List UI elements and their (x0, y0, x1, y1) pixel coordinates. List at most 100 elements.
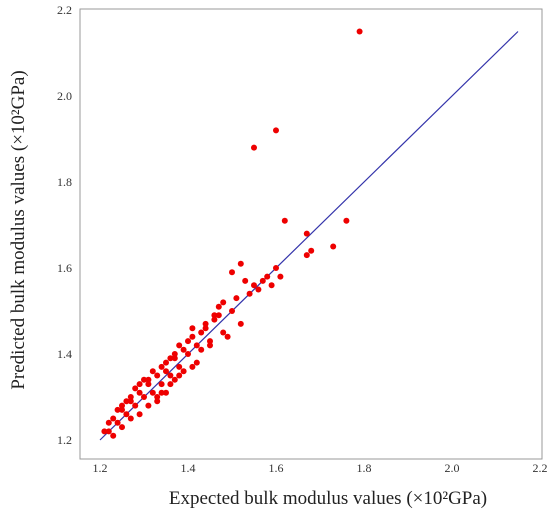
data-point (303, 252, 310, 259)
data-point (171, 355, 178, 362)
x-tick-label: 1.2 (93, 461, 108, 475)
data-point (136, 411, 143, 418)
data-point (185, 351, 191, 357)
data-point (180, 346, 187, 353)
data-point (189, 325, 196, 332)
data-point (123, 398, 130, 405)
data-point (158, 363, 165, 370)
data-point (110, 415, 117, 422)
data-point (136, 389, 143, 396)
data-point (123, 411, 130, 418)
x-tick-label: 1.8 (357, 461, 372, 475)
x-axis-ticks: 1.2 1.4 1.6 1.8 2.0 2.2 (93, 461, 548, 475)
x-tick-label: 2.2 (533, 461, 548, 475)
data-point (229, 269, 235, 276)
data-point (259, 277, 266, 284)
data-point (198, 329, 205, 336)
data-point (141, 376, 147, 383)
data-point (224, 333, 231, 340)
y-axis-label: Predicted bulk modulus values (×10²GPa) (8, 70, 29, 389)
y-tick-label: 1.8 (57, 175, 72, 189)
data-point (101, 428, 108, 435)
data-point (277, 273, 284, 280)
data-point (220, 329, 227, 336)
data-point (308, 247, 315, 254)
x-tick-label: 1.6 (269, 461, 284, 475)
data-point (264, 273, 271, 280)
data-point (171, 376, 178, 383)
y-axis-ticks: 1.2 1.4 1.6 1.8 2.0 2.2 (57, 3, 72, 447)
data-point (229, 308, 235, 314)
data-point (356, 28, 363, 35)
data-point (132, 385, 139, 392)
data-point (154, 394, 161, 400)
data-point (127, 398, 134, 405)
data-point (105, 428, 112, 435)
data-point (211, 312, 218, 319)
data-point (163, 389, 169, 396)
x-tick-label: 1.4 (181, 461, 196, 475)
y-tick-label: 2.0 (57, 89, 72, 103)
data-point (149, 389, 156, 396)
data-point (255, 286, 262, 293)
data-point (127, 415, 134, 422)
data-point (110, 432, 117, 439)
data-point (119, 424, 125, 431)
data-point (119, 402, 125, 409)
data-point (114, 419, 121, 426)
data-point (189, 363, 196, 370)
data-point (215, 303, 222, 310)
data-point (167, 381, 174, 388)
data-point (268, 282, 275, 289)
data-point (198, 346, 205, 353)
data-point (273, 127, 279, 134)
data-point (251, 144, 257, 151)
data-point (202, 325, 209, 332)
data-point (180, 368, 187, 375)
data-point (202, 320, 209, 327)
data-point (176, 342, 183, 349)
data-point (158, 389, 165, 396)
data-point (207, 338, 213, 345)
y-tick-label: 1.2 (57, 433, 72, 447)
data-point (215, 312, 222, 319)
data-point (149, 368, 156, 375)
data-point (211, 316, 218, 323)
data-point (119, 406, 125, 413)
data-point (330, 243, 337, 250)
data-point (167, 355, 174, 362)
data-point (132, 402, 139, 409)
data-point (343, 217, 350, 224)
y-tick-label: 1.6 (57, 261, 72, 275)
data-point (114, 406, 121, 413)
data-point (246, 290, 253, 297)
data-point (176, 363, 183, 370)
plot-area-frame (79, 8, 543, 460)
data-point (176, 372, 183, 379)
data-point (127, 394, 134, 400)
data-point (233, 295, 240, 302)
data-point (251, 282, 257, 289)
data-point (193, 342, 200, 349)
data-point (105, 419, 112, 426)
data-point (145, 402, 152, 409)
data-point (154, 372, 161, 379)
fit-line (99, 31, 519, 441)
y-tick-label: 1.4 (57, 347, 72, 361)
data-point (185, 338, 191, 345)
data-point (163, 368, 169, 375)
data-point (193, 359, 200, 366)
data-point (281, 217, 288, 224)
data-point (273, 265, 279, 271)
data-point (207, 342, 213, 349)
x-axis-label: Expected bulk modulus values (×10²GPa) (169, 488, 487, 509)
data-point (167, 372, 174, 379)
data-point (220, 299, 227, 306)
data-point (237, 260, 244, 267)
data-point (145, 381, 152, 388)
data-point (171, 351, 178, 357)
data-point (136, 381, 143, 388)
data-point (237, 320, 244, 327)
data-point (163, 359, 169, 366)
